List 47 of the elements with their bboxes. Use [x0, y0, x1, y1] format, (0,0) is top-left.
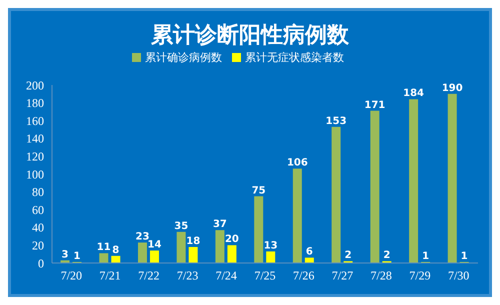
data-label: 23	[136, 232, 150, 243]
data-label: 1	[460, 251, 468, 262]
legend-label: 累计确诊病例数	[145, 51, 222, 64]
x-tick-label: 7/21	[99, 268, 121, 283]
y-tick-label: 160	[26, 114, 44, 128]
y-tick-label: 140	[26, 132, 44, 146]
data-label: 171	[364, 100, 386, 111]
x-tick-label: 7/26	[293, 268, 314, 283]
x-tick-label: 7/25	[254, 268, 276, 283]
data-label: 13	[264, 240, 278, 252]
x-tick-label: 7/24	[216, 268, 237, 283]
legend-label: 累计无症状感染者数	[245, 51, 344, 64]
y-tick-label: 180	[26, 96, 44, 110]
data-label: 1	[422, 251, 430, 262]
data-label: 8	[112, 244, 120, 256]
x-tick-label: 7/27	[332, 268, 354, 283]
data-label: 2	[344, 250, 352, 262]
y-tick-label: 200	[26, 78, 44, 92]
data-label: 106	[286, 158, 308, 169]
data-label: 2	[383, 250, 390, 262]
data-label: 153	[326, 116, 347, 127]
y-tick-label: 80	[32, 185, 44, 200]
y-tick-label: 20	[32, 238, 44, 252]
x-tick-label: 7/28	[370, 268, 392, 283]
chart-title: 累计诊断阳性病例数	[151, 23, 349, 48]
y-tick-label: 40	[32, 220, 44, 235]
y-tick-label: 60	[32, 202, 44, 217]
x-tick-label: 7/30	[448, 268, 470, 283]
data-label: 1	[74, 251, 81, 262]
y-tick-label: 100	[26, 167, 44, 182]
data-label: 184	[403, 88, 424, 100]
data-label: 14	[148, 240, 162, 251]
data-label: 35	[174, 220, 188, 232]
x-tick-label: 7/23	[176, 268, 198, 283]
data-label: 6	[306, 246, 313, 258]
data-label: 20	[224, 234, 239, 246]
x-tick-label: 7/29	[409, 268, 431, 283]
y-tick-label: 120	[26, 149, 44, 164]
x-tick-label: 7/22	[138, 268, 160, 283]
data-label: 190	[442, 82, 463, 94]
data-label: 18	[186, 236, 200, 247]
data-label: 11	[96, 242, 111, 254]
y-tick-label: 0	[38, 256, 44, 270]
data-label: 37	[212, 219, 227, 230]
data-label: 3	[62, 249, 69, 260]
data-label: 75	[252, 185, 266, 196]
x-tick-label: 7/20	[60, 268, 82, 283]
